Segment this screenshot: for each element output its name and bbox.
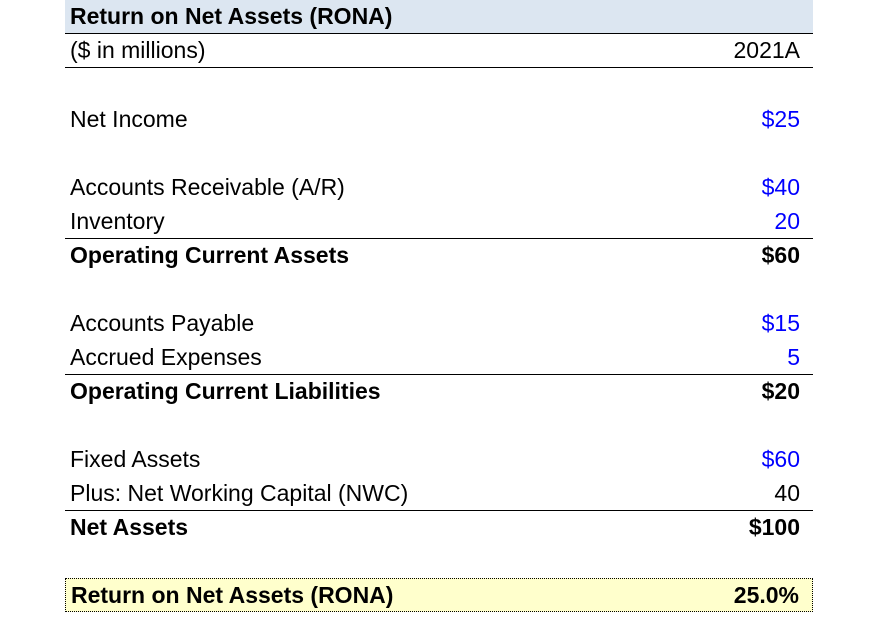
inventory-label: Inventory bbox=[70, 207, 165, 234]
spacer bbox=[65, 68, 813, 102]
operating-current-liabilities-label: Operating Current Liabilities bbox=[70, 378, 381, 404]
period-header: 2021A bbox=[733, 37, 800, 63]
net-assets-value: $100 bbox=[748, 514, 800, 540]
operating-current-liabilities-row: Operating Current Liabilities $20 bbox=[65, 374, 813, 408]
operating-current-assets-label: Operating Current Assets bbox=[70, 242, 350, 268]
fixed-assets-label: Fixed Assets bbox=[70, 445, 201, 472]
accrued-expenses-label: Accrued Expenses bbox=[70, 343, 262, 370]
accounts-receivable-row: Accounts Receivable (A/R) $40 bbox=[65, 170, 813, 204]
operating-current-liabilities-value: $20 bbox=[761, 378, 800, 404]
fixed-assets-row: Fixed Assets $60 bbox=[65, 442, 813, 476]
rona-value: 25.0% bbox=[733, 581, 799, 608]
rona-label: Return on Net Assets (RONA) bbox=[71, 581, 394, 608]
accounts-payable-row: Accounts Payable $15 bbox=[65, 306, 813, 340]
net-income-value: $25 bbox=[761, 105, 800, 132]
accrued-expenses-value: 5 bbox=[787, 343, 800, 370]
units-row: ($ in millions) 2021A bbox=[65, 34, 813, 68]
rona-result-row: Return on Net Assets (RONA) 25.0% bbox=[65, 578, 813, 612]
accrued-expenses-row: Accrued Expenses 5 bbox=[65, 340, 813, 374]
spacer bbox=[65, 272, 813, 306]
net-working-capital-value: 40 bbox=[774, 479, 800, 506]
net-income-row: Net Income $25 bbox=[65, 102, 813, 136]
net-income-label: Net Income bbox=[70, 105, 188, 132]
fixed-assets-value: $60 bbox=[761, 445, 800, 472]
inventory-value: 20 bbox=[774, 207, 800, 234]
net-assets-label: Net Assets bbox=[70, 514, 189, 540]
accounts-payable-label: Accounts Payable bbox=[70, 309, 255, 336]
net-assets-row: Net Assets $100 bbox=[65, 510, 813, 544]
accounts-receivable-label: Accounts Receivable (A/R) bbox=[70, 173, 345, 200]
units-label: ($ in millions) bbox=[70, 37, 206, 63]
rona-table: Return on Net Assets (RONA) ($ in millio… bbox=[65, 0, 813, 612]
operating-current-assets-value: $60 bbox=[761, 242, 800, 268]
table-title: Return on Net Assets (RONA) bbox=[70, 3, 393, 29]
net-working-capital-label: Plus: Net Working Capital (NWC) bbox=[70, 479, 409, 506]
spacer bbox=[65, 544, 813, 578]
net-working-capital-row: Plus: Net Working Capital (NWC) 40 bbox=[65, 476, 813, 510]
accounts-receivable-value: $40 bbox=[761, 173, 800, 200]
spacer bbox=[65, 408, 813, 442]
accounts-payable-value: $15 bbox=[761, 309, 800, 336]
table-title-row: Return on Net Assets (RONA) bbox=[65, 0, 813, 34]
inventory-row: Inventory 20 bbox=[65, 204, 813, 238]
operating-current-assets-row: Operating Current Assets $60 bbox=[65, 238, 813, 272]
spacer bbox=[65, 136, 813, 170]
